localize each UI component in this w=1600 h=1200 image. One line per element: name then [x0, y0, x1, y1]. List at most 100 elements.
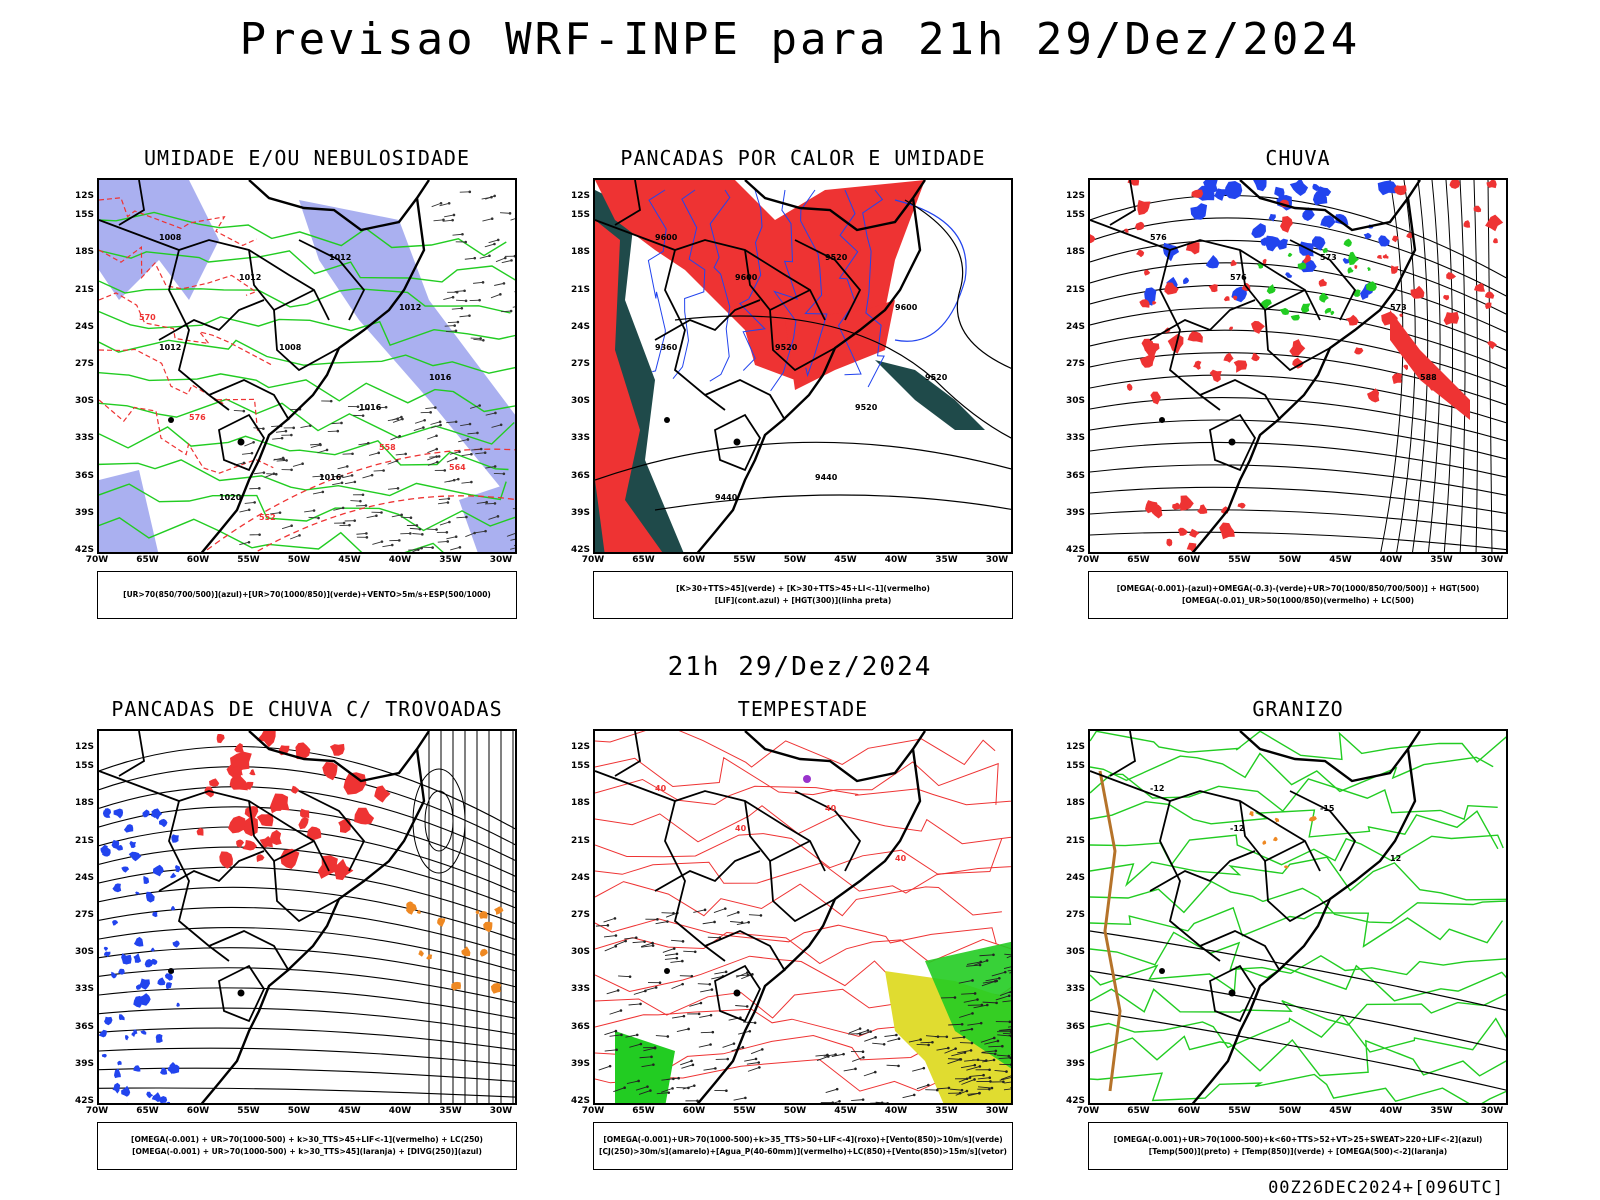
- lat-label: 24S: [570, 872, 590, 883]
- lon-label: 40W: [1379, 555, 1403, 565]
- lat-label: 12S: [1065, 191, 1085, 201]
- contour-label: 573: [1320, 253, 1337, 262]
- map-trovoadas: [97, 729, 517, 1105]
- lat-label: 27S: [74, 910, 94, 920]
- lat-label: 15S: [1065, 761, 1085, 772]
- lat-label: 30S: [570, 947, 590, 958]
- lon-label: 65W: [1127, 1106, 1150, 1116]
- map-pancadas-calor: 9600 9600 9520 9600 9520 9520 9440 9440 9360 9520: [593, 178, 1013, 554]
- lon-label: 65W: [1127, 555, 1150, 565]
- lon-label: 65W: [136, 1106, 159, 1116]
- legend-line: [OMEGA(-0.001) + UR>70(1000-500) + k>30_…: [132, 1147, 482, 1156]
- contour-label: 576: [1230, 273, 1247, 282]
- lat-label: 30S: [1065, 396, 1085, 407]
- contour-label: 9520: [775, 343, 798, 352]
- contour-label: 9520: [825, 253, 848, 262]
- lat-label: 21S: [74, 284, 94, 295]
- lat-label: 15S: [1065, 210, 1085, 221]
- lat-label: 42S: [74, 1096, 94, 1106]
- legend-line: [OMEGA(-0.001)+UR>70(1000-500)+k<60+TTS>…: [1113, 1135, 1483, 1144]
- lon-label: 35W: [1430, 1106, 1453, 1116]
- lat-label: 33S: [1065, 984, 1085, 995]
- lon-label: 60W: [1177, 1106, 1201, 1116]
- map-graphic-granizo: -12 -12 -15 12: [1090, 731, 1506, 1103]
- contour-label: 40: [655, 784, 667, 793]
- lat-label: 36S: [570, 1021, 590, 1032]
- lat-label: 30S: [74, 396, 94, 407]
- lon-label: 55W: [1228, 1106, 1251, 1116]
- legend-trovoadas: [OMEGA(-0.001) + UR>70(1000-500) + k>30_…: [97, 1122, 517, 1170]
- lat-label: 21S: [570, 284, 590, 295]
- lon-label: 70W: [1076, 1106, 1100, 1116]
- contour-label: 9520: [855, 403, 878, 412]
- lon-label: 30W: [1480, 555, 1504, 565]
- map-chuva: 576 576 573 573 588: [1088, 178, 1508, 554]
- lon-label: 35W: [935, 1106, 958, 1116]
- lat-label: 27S: [1065, 910, 1085, 920]
- legend-line: [OMEGA(-0.01)_UR>50(1000/850)(vermelho) …: [1181, 596, 1415, 605]
- lon-label: 40W: [884, 555, 908, 565]
- lon-label: 65W: [632, 1106, 655, 1116]
- lon-label: 35W: [935, 555, 958, 565]
- contour-label: 1008: [279, 343, 302, 352]
- panel-title-umidade: UMIDADE E/OU NEBULOSIDADE: [143, 146, 471, 170]
- panel-title-chuva: CHUVA: [1265, 146, 1331, 170]
- lat-label: 33S: [570, 433, 590, 444]
- lat-label: 15S: [570, 761, 590, 772]
- legend-tempestade: [OMEGA(-0.001)+UR>70(1000-500)+k>35_TTS>…: [593, 1122, 1013, 1170]
- footer-run-id: 00Z26DEC2024+[096UTC]: [1268, 1178, 1504, 1198]
- lat-label: 39S: [1065, 1058, 1085, 1069]
- contour-label: 564: [449, 463, 466, 472]
- contour-label: 9360: [655, 343, 678, 352]
- lat-label: 21S: [1065, 835, 1085, 846]
- lon-label: 65W: [632, 555, 655, 565]
- lon-label: 60W: [186, 555, 210, 565]
- lat-label: 36S: [1065, 1021, 1085, 1032]
- lon-label: 45W: [834, 555, 857, 565]
- map-graphic-trovoadas: [99, 731, 515, 1103]
- lat-label: 33S: [570, 984, 590, 995]
- lon-label: 60W: [682, 1106, 706, 1116]
- contour-label: 1012: [399, 303, 421, 312]
- map-graphic-tempestade: 40 40 40 40: [595, 731, 1011, 1103]
- legend-line: [K>30+TTS>45](verde) + [K>30+TTS>45+LI<-…: [676, 584, 930, 593]
- lat-label: 42S: [570, 545, 590, 555]
- lat-label: 15S: [74, 210, 94, 221]
- legend-umidade: [UR>70(850/700/500)](azul)+[UR>70(1000/8…: [97, 571, 517, 619]
- lon-label: 55W: [733, 1106, 756, 1116]
- contour-label: 1016: [359, 403, 382, 412]
- lon-label: 30W: [985, 1106, 1009, 1116]
- lon-label: 60W: [186, 1106, 210, 1116]
- lat-label: 24S: [74, 321, 94, 332]
- lon-label: 45W: [1329, 555, 1352, 565]
- lon-label: 40W: [388, 1106, 412, 1116]
- lat-label: 24S: [74, 872, 94, 883]
- map-graphic-chuva: 576 576 573 573 588: [1090, 180, 1506, 552]
- legend-chuva: [OMEGA(-0.001)-(azul)+OMEGA(-0.3)-(verde…: [1088, 571, 1508, 619]
- lat-label: 18S: [74, 247, 94, 258]
- contour-label: 9440: [815, 473, 838, 482]
- legend-line: [CJ(250)>30m/s](amarelo)+[Agua_P(40-60mm…: [599, 1147, 1007, 1156]
- lon-label: 50W: [783, 555, 807, 565]
- lat-label: 39S: [570, 507, 590, 518]
- lat-label: 39S: [570, 1058, 590, 1069]
- contour-label: 1012: [329, 253, 351, 262]
- lat-label: 15S: [74, 761, 94, 772]
- lon-label: 40W: [884, 1106, 908, 1116]
- contour-label: 576: [189, 413, 206, 422]
- lon-label: 45W: [834, 1106, 857, 1116]
- legend-line: [UR>70(850/700/500)](azul)+[UR>70(1000/8…: [123, 590, 491, 599]
- panel-title-tempestade: TEMPESTADE: [737, 697, 869, 721]
- lon-label: 50W: [1278, 555, 1302, 565]
- map-graphic-pancadas-calor: 9600 9600 9520 9600 9520 9520 9440 9440 9360 9520: [595, 180, 1011, 552]
- contour-label: 573: [1390, 303, 1407, 312]
- lat-label: 21S: [570, 835, 590, 846]
- panel-title-granizo: GRANIZO: [1252, 697, 1344, 721]
- lon-label: 35W: [439, 555, 462, 565]
- lat-label: 42S: [570, 1096, 590, 1106]
- lat-label: 24S: [570, 321, 590, 332]
- lon-label: 35W: [439, 1106, 462, 1116]
- map-graphic-umidade: 1008 1012 1012 1012 1016 1016 1016 1020 1012 1008…: [99, 180, 515, 552]
- lat-label: 33S: [74, 984, 94, 995]
- map-umidade: 1008 1012 1012 1012 1016 1016 1016 1020 1012 1008…: [97, 178, 517, 554]
